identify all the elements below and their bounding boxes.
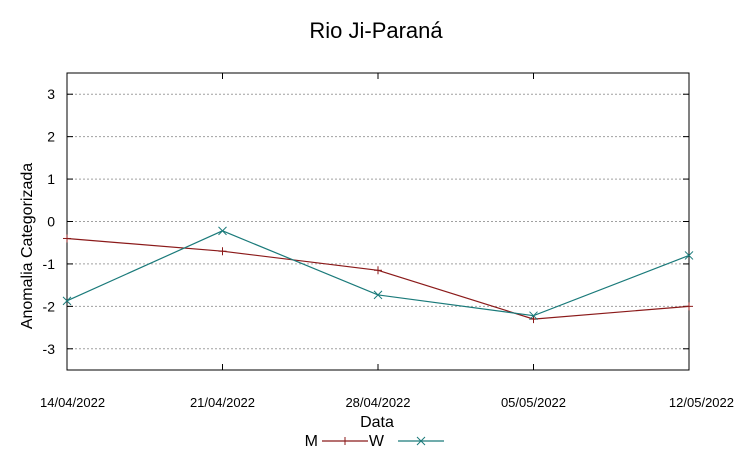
- data-point: [685, 302, 693, 311]
- y-tick-label: 2: [47, 129, 55, 145]
- data-point: [529, 311, 538, 321]
- x-tick-label: 12/05/2022: [669, 395, 734, 410]
- legend-item-W: W: [369, 433, 444, 450]
- x-tick-label: 05/05/2022: [501, 395, 566, 410]
- data-point: [218, 247, 227, 256]
- data-point: [62, 296, 72, 306]
- legend-item-M: M: [305, 433, 368, 450]
- x-tick-label: 21/04/2022: [190, 395, 255, 410]
- legend-label: M: [305, 433, 318, 450]
- grid-lines: [67, 93, 689, 350]
- chart-title: Rio Ji-Paraná: [309, 18, 443, 43]
- y-tick-label: -1: [43, 256, 56, 272]
- y-tick-label: 0: [47, 214, 55, 230]
- y-tick-labels: 3 2 1 0 -1 -2 -3: [43, 86, 56, 357]
- y-tick-label: -2: [43, 298, 56, 314]
- y-tick-label: -3: [43, 341, 56, 357]
- x-tick-labels: 14/04/2022 21/04/2022 28/04/2022 05/05/2022…: [40, 395, 734, 410]
- series-line: [66, 237, 690, 320]
- data-point: [684, 251, 694, 260]
- legend-marker: [341, 437, 349, 445]
- x-axis-label: Data: [360, 414, 394, 431]
- data-point: [218, 226, 227, 236]
- series-W: [62, 226, 694, 321]
- legend-label: W: [369, 433, 385, 450]
- series-M: [63, 234, 693, 324]
- data-point: [529, 315, 538, 324]
- data-point: [63, 234, 71, 243]
- legend-marker: [416, 436, 426, 446]
- y-tick-label: 1: [47, 171, 55, 187]
- y-axis-label: Anomalia Categorizada: [19, 163, 36, 329]
- x-tick-label: 28/04/2022: [345, 395, 410, 410]
- y-tick-label: 3: [47, 86, 55, 102]
- x-tick-label: 14/04/2022: [40, 395, 105, 410]
- data-series: [62, 226, 694, 324]
- data-point: [373, 290, 383, 300]
- data-point: [374, 266, 382, 275]
